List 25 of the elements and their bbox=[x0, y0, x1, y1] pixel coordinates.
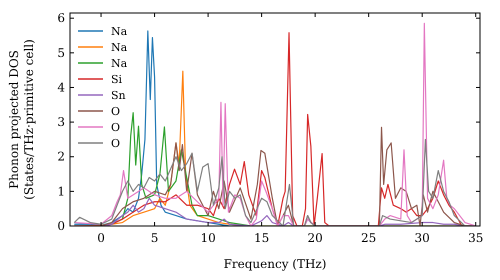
x-axis-title: Frequency (THz) bbox=[224, 257, 326, 271]
legend-label: Na bbox=[111, 41, 128, 54]
x-tick-label: 35 bbox=[468, 231, 484, 245]
x-tick-label: 10 bbox=[200, 231, 216, 245]
x-tick-label: 30 bbox=[414, 231, 430, 245]
x-tick-label: 25 bbox=[361, 231, 376, 245]
y-tick-label: 0 bbox=[57, 219, 65, 233]
legend-label: Si bbox=[111, 73, 123, 86]
legend-label: O bbox=[111, 105, 120, 118]
x-tick-label: 20 bbox=[308, 231, 323, 245]
x-tick-label: 5 bbox=[150, 231, 158, 245]
x-tick-label: 15 bbox=[254, 231, 270, 245]
legend-label: O bbox=[111, 137, 120, 150]
y-tick-label: 2 bbox=[57, 150, 65, 164]
legend-label: Na bbox=[111, 57, 128, 70]
legend-label: O bbox=[111, 121, 120, 134]
x-tick-label: 0 bbox=[97, 231, 105, 245]
y-tick-label: 1 bbox=[57, 184, 65, 198]
legend-label: Sn bbox=[111, 89, 126, 102]
y-tick-label: 3 bbox=[57, 115, 65, 130]
y-tick-label: 6 bbox=[57, 11, 65, 26]
y-tick-label: 5 bbox=[57, 46, 65, 60]
y-tick-label: 4 bbox=[57, 80, 66, 94]
y-axis-title: Phonon projected DOS (States/THz·primitive cell) bbox=[7, 39, 36, 200]
legend-label: Na bbox=[111, 25, 128, 38]
